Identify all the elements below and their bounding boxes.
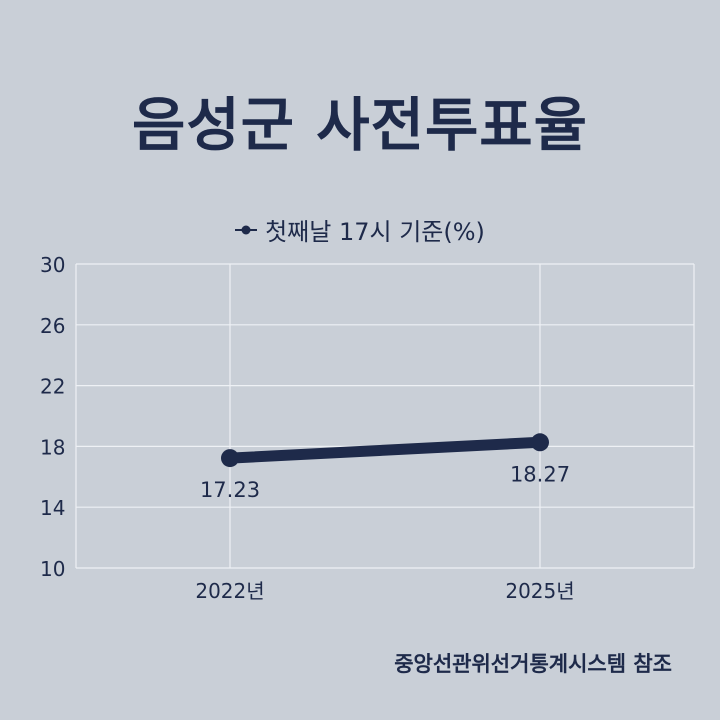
y-tick-label: 26 [40,314,65,338]
line-chart: 10 14 18 22 26 30 2022년 2025년 17.23 18.27 [40,253,695,603]
source-note: 중앙선관위선거통계시스템 참조 [394,652,672,676]
y-tick-label: 14 [40,496,65,520]
chart-title: 음성군 사전투표율 [131,91,589,159]
data-label: 17.23 [200,478,260,502]
data-label: 18.27 [510,462,570,486]
series-line [224,436,546,464]
grid-lines [75,263,695,569]
data-point [531,433,549,452]
data-point [221,449,239,468]
y-tick-labels: 10 14 18 22 26 30 [40,253,65,581]
legend-marker-icon [235,225,258,234]
legend-label: 첫째날 17시 기준(%) [265,218,485,246]
series-marks: 17.23 18.27 [200,433,570,502]
x-tick-label: 2025년 [505,579,574,603]
legend: 첫째날 17시 기준(%) [0,212,720,247]
y-tick-label: 10 [40,557,65,581]
y-tick-label: 30 [40,253,65,277]
y-tick-label: 18 [40,435,65,459]
x-tick-label: 2022년 [195,579,264,603]
x-tick-labels: 2022년 2025년 [195,579,574,603]
y-tick-label: 22 [40,375,65,399]
